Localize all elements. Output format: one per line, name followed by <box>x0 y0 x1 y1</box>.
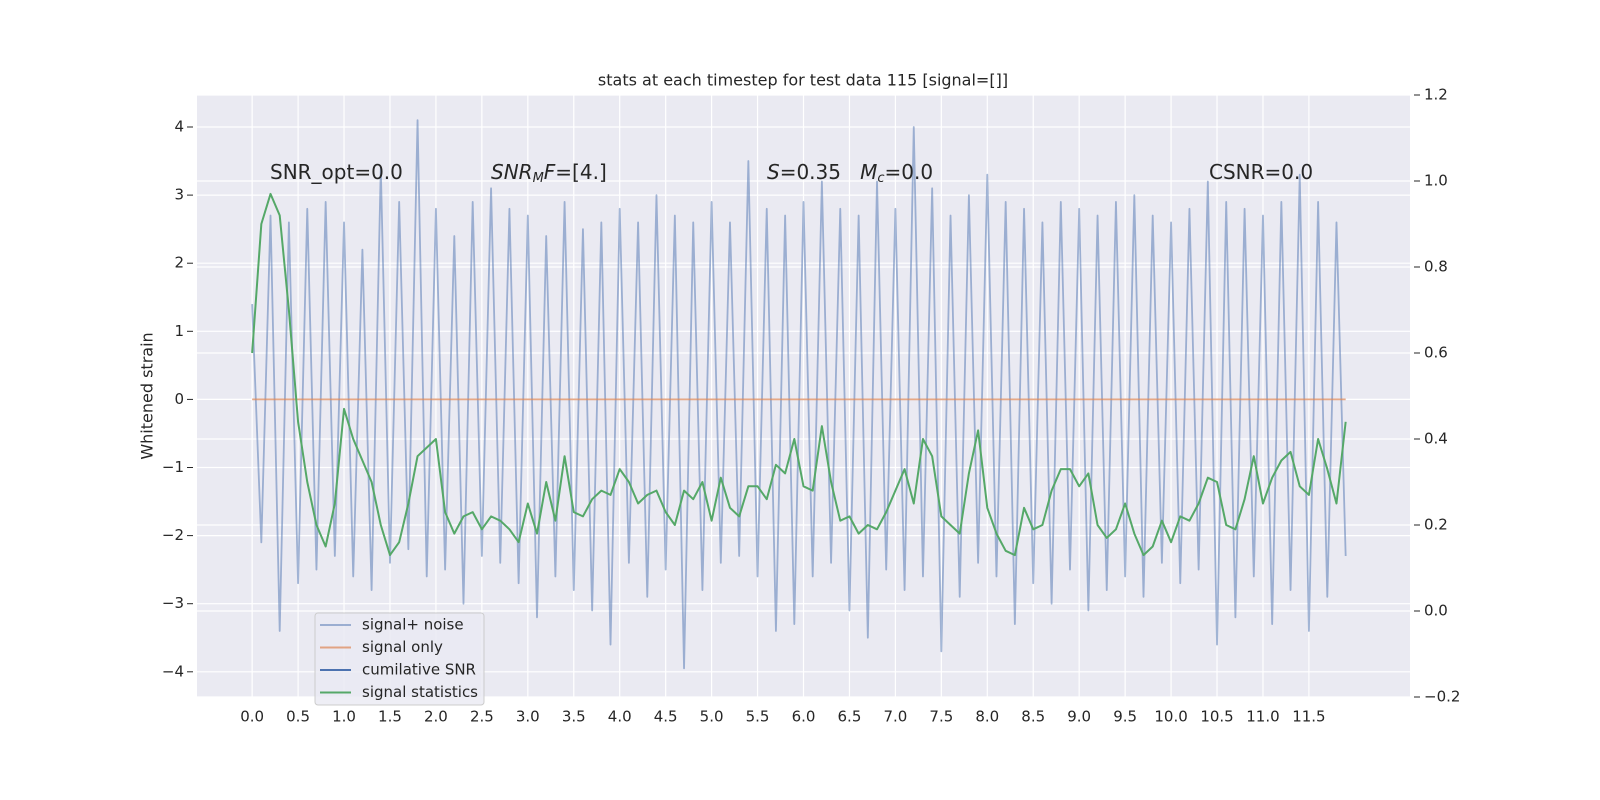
y2-tick-label: 1.2 <box>1424 86 1448 104</box>
x-tick-label: 9.0 <box>1067 708 1091 726</box>
x-tick-label: 6.5 <box>838 708 862 726</box>
series-line <box>251 192 1347 557</box>
annotation-part: F <box>544 160 556 184</box>
annotation-part: M <box>533 171 544 186</box>
y-tick-label: −2 <box>162 526 184 544</box>
y-tick-label: 0 <box>174 390 184 408</box>
x-tick-label: 2.5 <box>470 708 494 726</box>
y-tick-label: 1 <box>174 322 184 340</box>
y-tick-label: −3 <box>162 594 184 612</box>
y-tick-label: 3 <box>174 186 184 204</box>
x-tick-label: 4.5 <box>654 708 678 726</box>
annotation-part: SNR <box>491 160 533 184</box>
annotation-part: =0.0 <box>885 160 934 184</box>
x-tick-label: 7.0 <box>883 708 907 726</box>
x-tick-label: 3.0 <box>516 708 540 726</box>
x-tick-label: 4.0 <box>608 708 632 726</box>
annotation: SNRMF=[4.] <box>491 160 607 186</box>
legend-label: signal only <box>362 638 443 656</box>
annotation-part: =0.35 <box>780 160 860 184</box>
annotation-part: c <box>877 171 884 186</box>
x-tick-label: 5.0 <box>700 708 724 726</box>
x-tick-label: 8.5 <box>1021 708 1045 726</box>
y-tick-label: 4 <box>174 118 184 136</box>
x-tick-label: 5.5 <box>746 708 770 726</box>
y2-tick-label: −0.2 <box>1424 688 1460 706</box>
annotation-part: M <box>860 160 877 184</box>
grid <box>197 94 1410 698</box>
x-tick-label: 11.5 <box>1292 708 1325 726</box>
series-line <box>251 119 1347 670</box>
y2-tick-label: 0.2 <box>1424 516 1448 534</box>
x-tick-label: 10.5 <box>1200 708 1233 726</box>
x-tick-label: 2.0 <box>424 708 448 726</box>
annotation: CSNR=0.0 <box>1209 160 1313 184</box>
x-tick-label: 9.5 <box>1113 708 1137 726</box>
y2-tick-label: 0.0 <box>1424 602 1448 620</box>
x-tick-label: 7.5 <box>929 708 953 726</box>
legend-label: cumilative SNR <box>362 661 476 679</box>
x-tick-label: 1.0 <box>332 708 356 726</box>
annotation-part: =[4.] <box>555 160 606 184</box>
legend-label: signal+ noise <box>362 616 464 634</box>
x-tick-label: 0.0 <box>240 708 264 726</box>
legend-box <box>314 612 485 706</box>
annotation-part: SNR_opt=0.0 <box>270 160 403 184</box>
legend-label: signal statistics <box>362 683 478 701</box>
y-tick-label: −1 <box>162 458 184 476</box>
chart-title: stats at each timestep for test data 115… <box>598 71 1008 90</box>
y2-tick-label: 0.4 <box>1424 430 1448 448</box>
annotation: SNR_opt=0.0 <box>270 160 403 184</box>
y2-tick-label: 0.8 <box>1424 258 1448 276</box>
x-tick-label: 8.0 <box>975 708 999 726</box>
y-tick-label: −4 <box>162 662 184 680</box>
y-tick-label: 2 <box>174 254 184 272</box>
y-axis-label: Whitened strain <box>138 332 157 459</box>
x-tick-label: 10.0 <box>1154 708 1187 726</box>
y2-tick-label: 1.0 <box>1424 172 1448 190</box>
x-tick-label: 11.0 <box>1246 708 1279 726</box>
x-tick-label: 0.5 <box>286 708 310 726</box>
y2-tick-label: 0.6 <box>1424 344 1448 362</box>
x-tick-label: 3.5 <box>562 708 586 726</box>
data <box>251 119 1347 670</box>
x-tick-label: 1.5 <box>378 708 402 726</box>
x-tick-label: 6.0 <box>792 708 816 726</box>
annotation-part: S <box>767 160 780 184</box>
annotation-part: CSNR=0.0 <box>1209 160 1313 184</box>
annotation: S=0.35 Mc=0.0 <box>767 160 933 186</box>
